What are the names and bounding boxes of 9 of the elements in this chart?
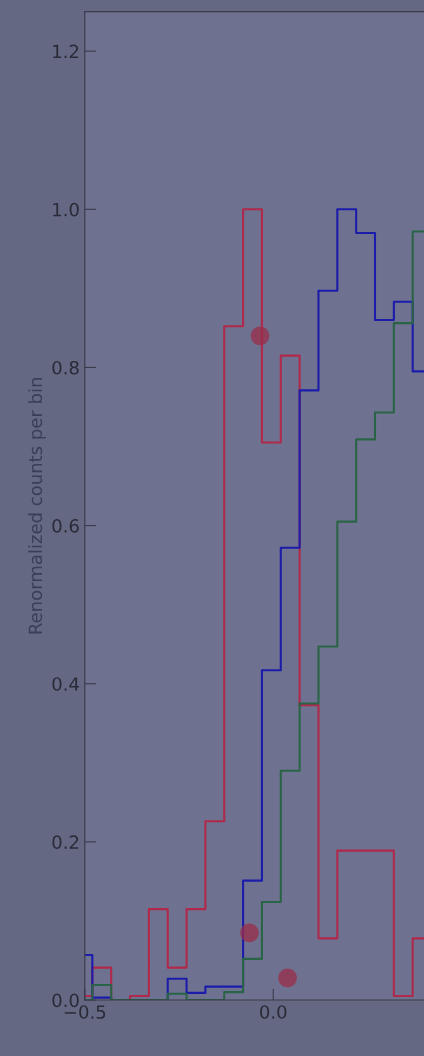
point bbox=[278, 968, 297, 988]
point bbox=[240, 923, 259, 943]
y-tick-label: 0.8 bbox=[52, 360, 79, 375]
y-tick-label: 1.0 bbox=[53, 202, 79, 217]
y-tick-label: 0.6 bbox=[52, 519, 79, 533]
y-tick-label: 1.2 bbox=[53, 44, 79, 59]
y-tick-label: 0.2 bbox=[52, 835, 79, 849]
point bbox=[250, 326, 270, 346]
y-tick-label: 0.4 bbox=[52, 677, 79, 691]
